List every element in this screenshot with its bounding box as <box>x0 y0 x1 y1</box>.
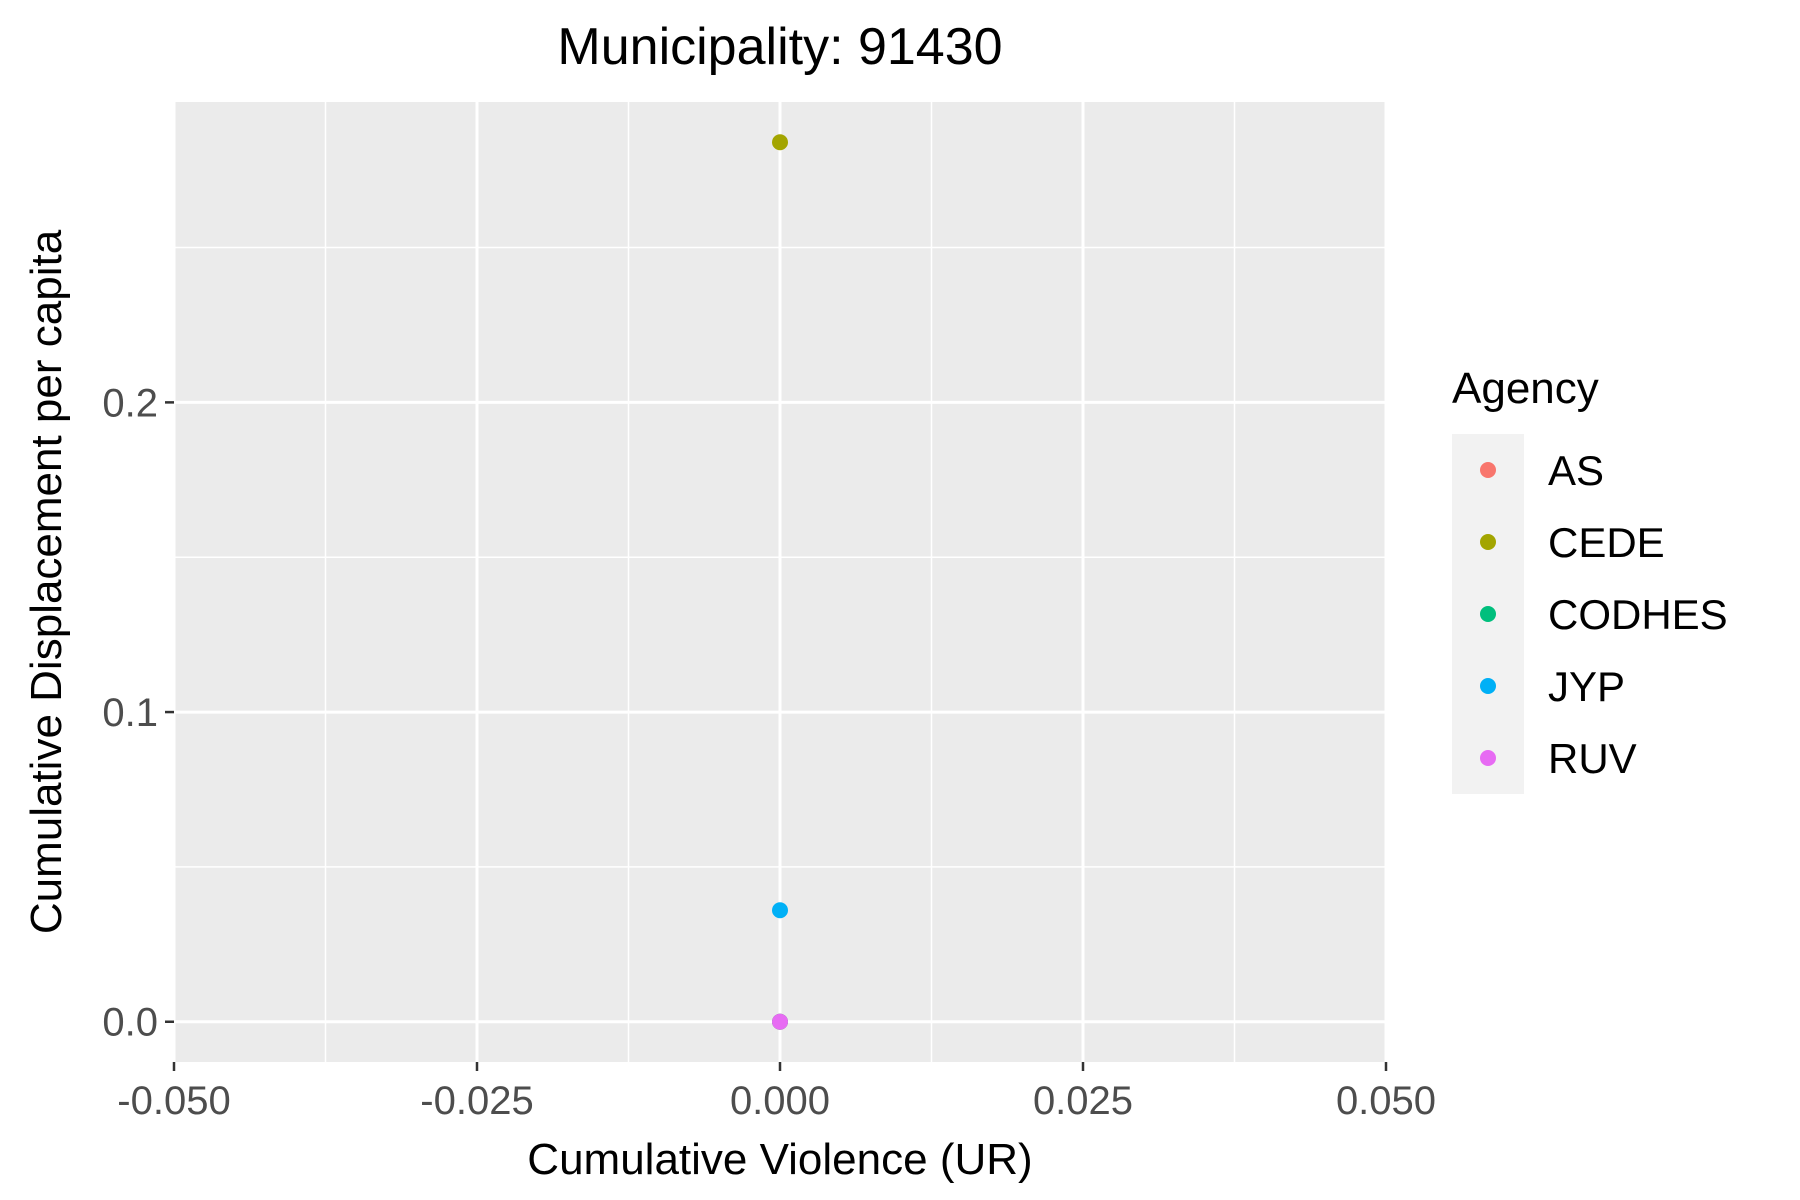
y-tick-label: 0.2 <box>102 381 158 425</box>
legend-key-codhes <box>1480 606 1496 622</box>
legend: Agency AS CEDE CODHES JYP RUV <box>1452 364 1728 794</box>
legend-key-as <box>1480 462 1496 478</box>
y-axis: 0.0 0.1 0.2 <box>102 381 174 1045</box>
legend-label-jyp: JYP <box>1548 663 1625 710</box>
y-axis-title: Cumulative Displacement per capita <box>22 229 71 934</box>
legend-label-codhes: CODHES <box>1548 591 1728 638</box>
data-points <box>772 134 788 1030</box>
legend-label-ruv: RUV <box>1548 735 1637 782</box>
x-tick-label: -0.025 <box>420 1079 533 1123</box>
x-axis: -0.050 -0.025 0.000 0.025 0.050 <box>117 1062 1436 1123</box>
legend-label-cede: CEDE <box>1548 519 1665 566</box>
x-tick-label: 0.025 <box>1033 1079 1133 1123</box>
legend-key-cede <box>1480 534 1496 550</box>
data-point-cede <box>772 134 788 151</box>
x-tick-label: 0.000 <box>730 1079 830 1123</box>
x-tick-label: 0.050 <box>1336 1079 1436 1123</box>
y-tick-label: 0.1 <box>102 691 158 735</box>
y-tick-label: 0.0 <box>102 1001 158 1045</box>
legend-title: Agency <box>1452 364 1599 413</box>
data-point-ruv <box>772 1013 788 1030</box>
legend-label-as: AS <box>1548 447 1604 494</box>
legend-key-ruv <box>1480 750 1496 766</box>
data-point-jyp <box>772 902 788 919</box>
x-tick-label: -0.050 <box>117 1079 230 1123</box>
chart-title: Municipality: 91430 <box>557 18 1002 76</box>
grid-major <box>172 102 1388 1062</box>
legend-items: AS CEDE CODHES JYP RUV <box>1480 447 1728 782</box>
legend-key-jyp <box>1480 678 1496 694</box>
x-axis-title: Cumulative Violence (UR) <box>527 1135 1032 1184</box>
